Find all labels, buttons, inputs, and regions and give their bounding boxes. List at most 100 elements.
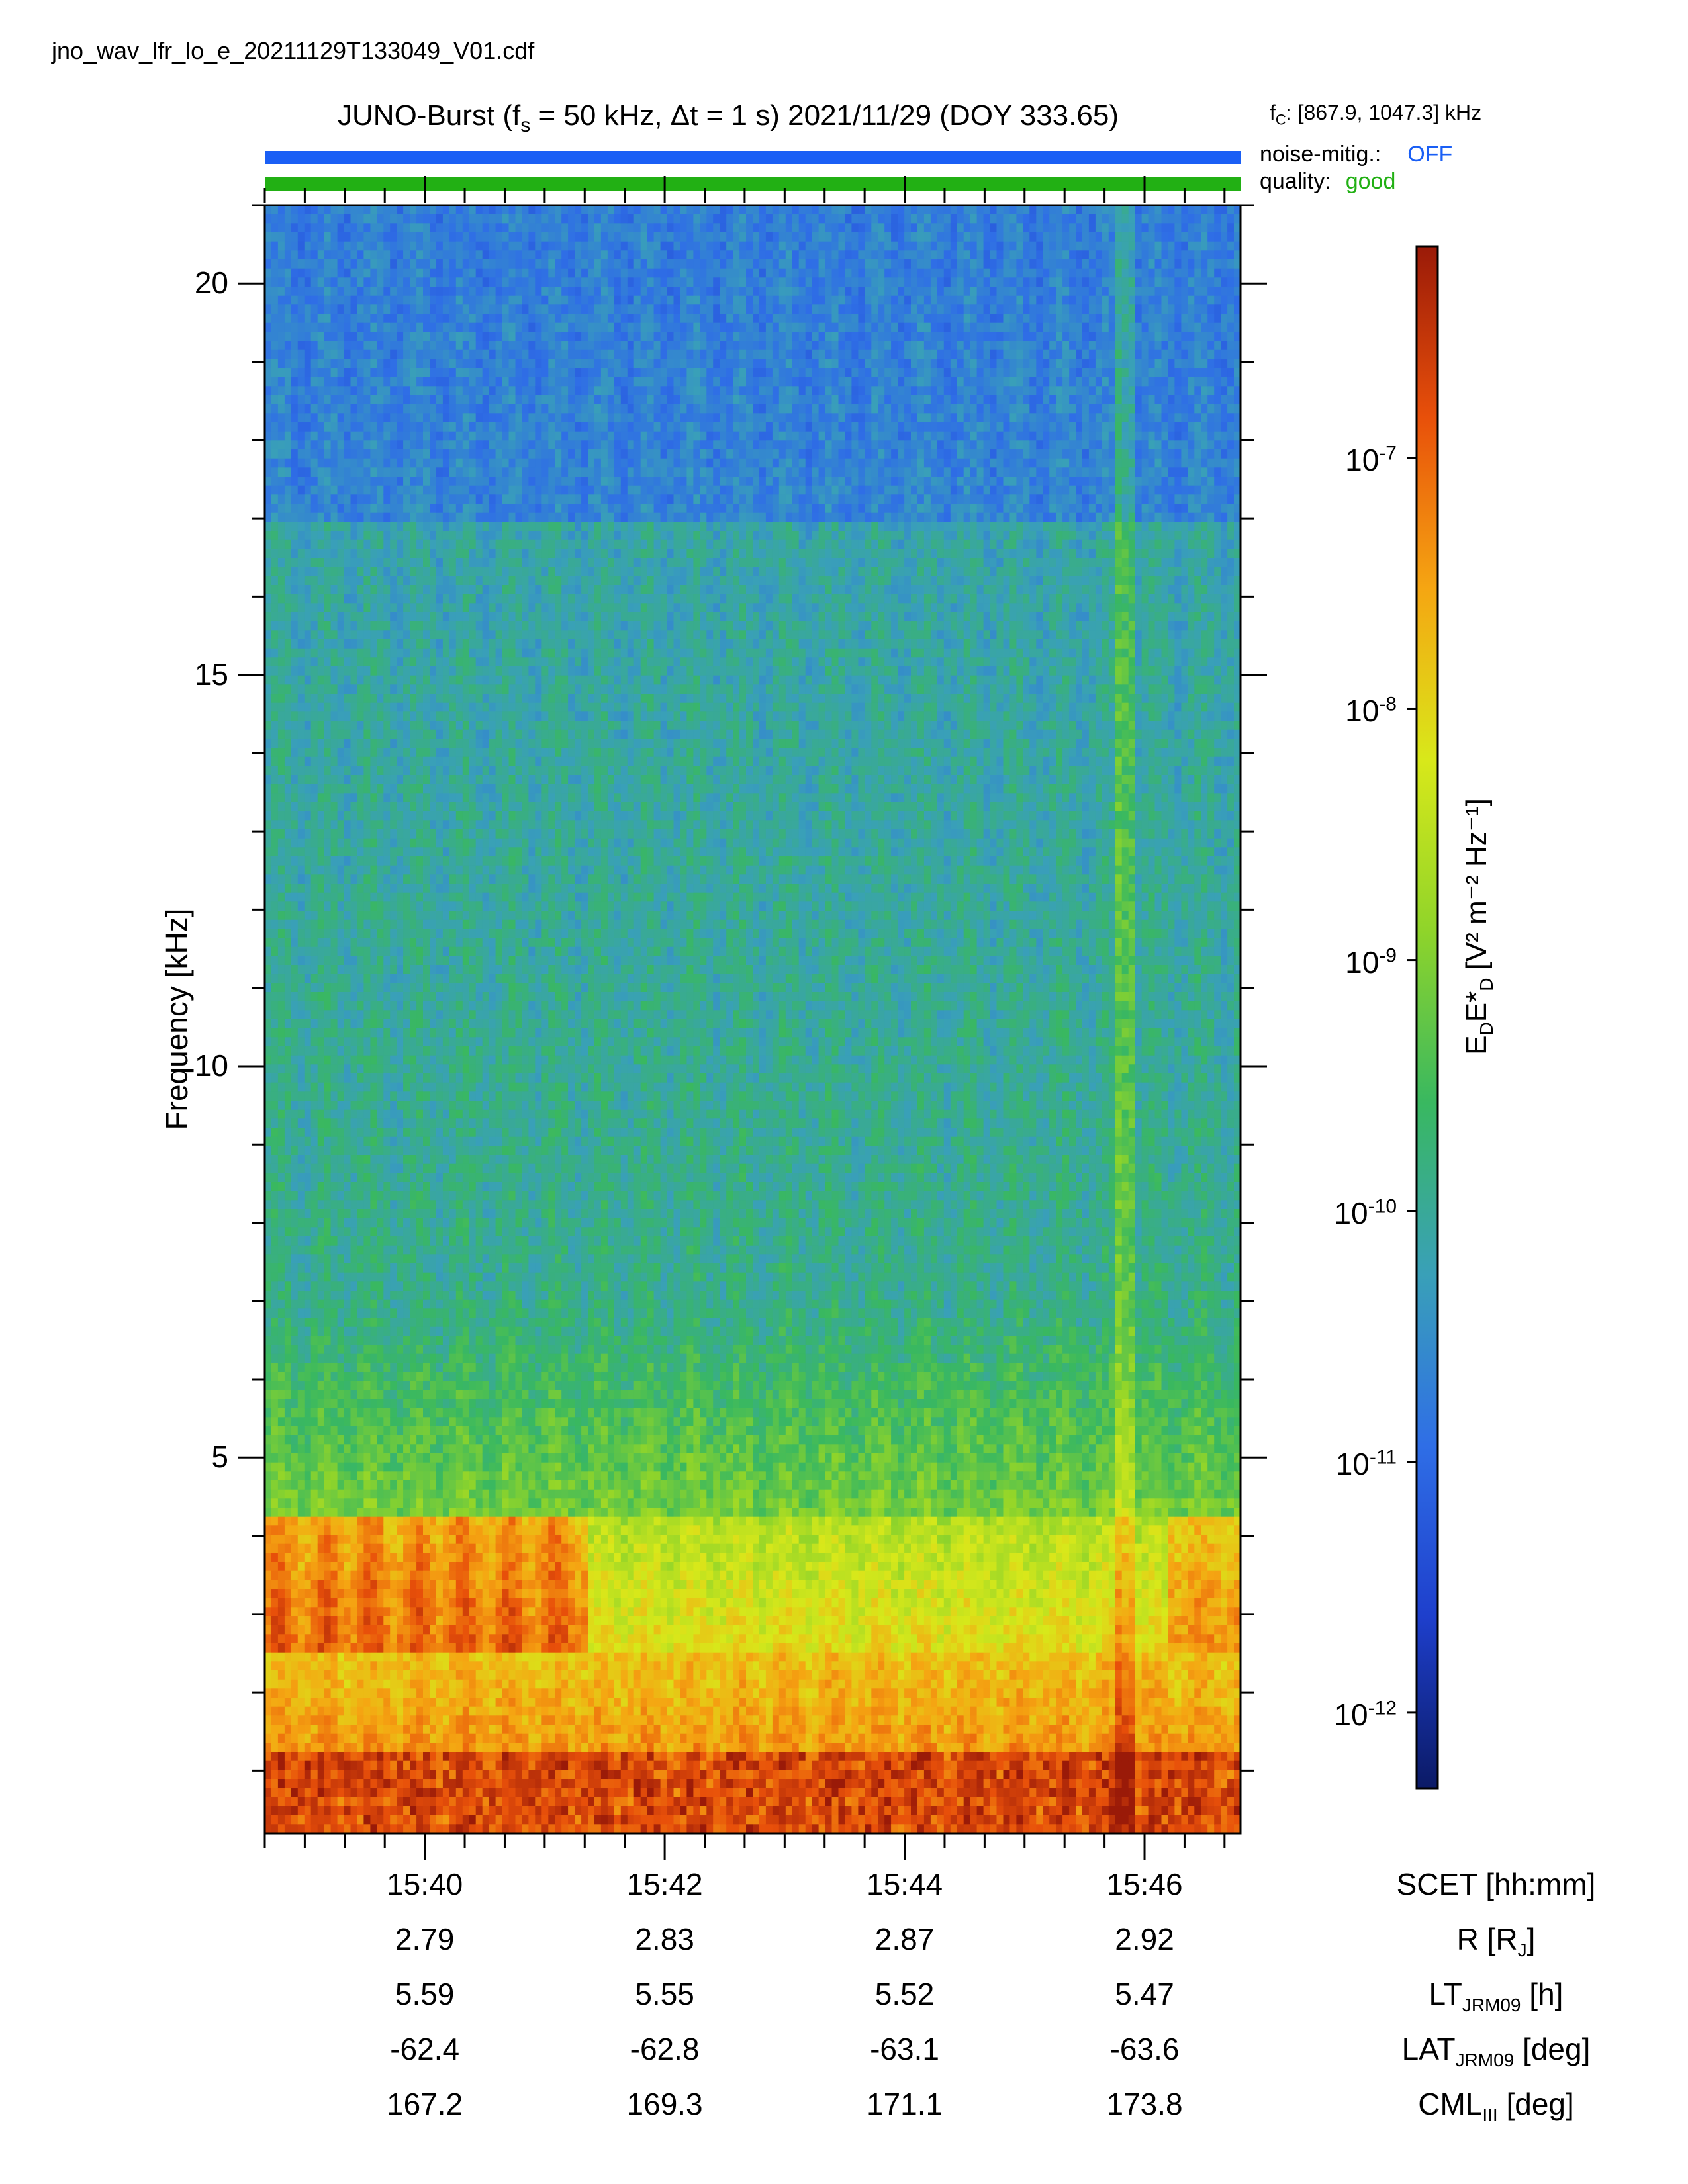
spectrogram-cell (265, 1553, 272, 1563)
spectrogram-cell (423, 684, 430, 694)
spectrogram-cell (350, 594, 358, 604)
spectrogram-cell (377, 549, 384, 559)
spectrogram-cell (297, 277, 305, 287)
spectrogram-cell (410, 1752, 417, 1762)
spectrogram-cell (317, 694, 325, 704)
spectrogram-cell (370, 1291, 377, 1300)
spectrogram-cell (410, 784, 417, 794)
spectrogram-cell (423, 856, 430, 866)
spectrogram-cell (416, 1770, 424, 1780)
spectrogram-cell (317, 531, 325, 541)
spectrogram-cell (291, 449, 299, 459)
spectrogram-cell (304, 1426, 312, 1436)
spectrogram-cell (442, 919, 450, 929)
spectrogram-cell (310, 748, 318, 758)
spectrogram-cell (337, 558, 345, 568)
spectrogram-cell (265, 1471, 272, 1481)
spectrogram-cell (390, 1788, 397, 1797)
spectrogram-cell (436, 558, 444, 568)
spectrogram-cell (304, 702, 312, 712)
spectrogram-cell (337, 1281, 345, 1291)
spectrogram-cell (317, 612, 325, 622)
spectrogram-cell (317, 422, 325, 432)
spectrogram-cell (277, 395, 285, 405)
spectrogram-cell (363, 494, 371, 504)
spectrogram-cell (344, 268, 352, 278)
spectrogram-cell (390, 1372, 397, 1382)
spectrogram-cell (317, 1426, 325, 1436)
spectrogram-cell (277, 585, 285, 595)
spectrogram-cell (344, 1272, 352, 1282)
spectrogram-cell (423, 603, 430, 613)
spectrogram-cell (291, 522, 299, 531)
spectrogram-cell (403, 793, 410, 803)
spectrogram-cell (284, 1670, 292, 1680)
spectrogram-cell (310, 1733, 318, 1743)
spectrogram-cell (423, 675, 430, 685)
spectrogram-cell (390, 1408, 397, 1418)
spectrogram-cell (297, 341, 305, 351)
spectrogram-cell (423, 1128, 430, 1138)
spectrogram-cell (344, 232, 352, 242)
spectrogram-cell (377, 1435, 384, 1445)
spectrogram-cell (337, 1046, 345, 1056)
spectrogram-cell (370, 874, 377, 884)
spectrogram-cell (277, 865, 285, 875)
spectrogram-cell (430, 576, 437, 586)
spectrogram-cell (344, 1435, 352, 1445)
spectrogram-cell (357, 1652, 364, 1662)
spectrogram-cell (390, 1019, 397, 1029)
spectrogram-cell (317, 1118, 325, 1128)
spectrogram-cell (265, 1399, 272, 1409)
spectrogram-cell (430, 748, 437, 758)
spectrogram-cell (397, 721, 404, 731)
spectrogram-cell (436, 675, 444, 685)
spectrogram-cell (310, 1770, 318, 1780)
spectrogram-cell (370, 205, 377, 215)
spectrogram-cell (410, 874, 417, 884)
spectrogram-cell (324, 1055, 332, 1065)
spectrogram-cell (357, 775, 364, 785)
spectrogram-cell (277, 1363, 285, 1373)
spectrogram-cell (310, 1643, 318, 1653)
spectrogram-cell (423, 992, 430, 1002)
spectrogram-cell (397, 1525, 404, 1535)
spectrogram-cell (310, 1580, 318, 1590)
spectrogram-cell (390, 1752, 397, 1762)
spectrogram-cell (423, 549, 430, 559)
spectrogram-cell (436, 847, 444, 857)
spectrogram-cell (337, 1580, 345, 1590)
spectrogram-cell (344, 594, 352, 604)
spectrogram-cell (304, 1634, 312, 1644)
spectrogram-cell (403, 983, 410, 993)
spectrogram-cell (350, 1064, 358, 1074)
spectrogram-cell (265, 349, 272, 359)
spectrogram-cell (304, 1028, 312, 1038)
spectrogram-cell (291, 1743, 299, 1752)
spectrogram-cell (383, 919, 391, 929)
spectrogram-cell (403, 1155, 410, 1165)
spectrogram-cell (416, 1661, 424, 1671)
spectrogram-cell (390, 1444, 397, 1454)
spectrogram-cell (357, 1489, 364, 1499)
spectrogram-cell (383, 539, 391, 549)
spectrogram-cell (304, 1200, 312, 1210)
spectrogram-cell (304, 1118, 312, 1128)
spectrogram-cell (304, 856, 312, 866)
spectrogram-cell (370, 983, 377, 993)
spectrogram-cell (350, 1453, 358, 1463)
spectrogram-cell (442, 865, 450, 875)
spectrogram-cell (291, 594, 299, 604)
spectrogram-cell (377, 1525, 384, 1535)
spectrogram-cell (297, 694, 305, 704)
spectrogram-cell (410, 766, 417, 776)
spectrogram-cell (390, 956, 397, 966)
spectrogram-cell (390, 1806, 397, 1816)
spectrogram-cell (436, 1706, 444, 1716)
spectrogram-cell (357, 295, 364, 305)
spectrogram-cell (430, 449, 437, 459)
spectrogram-cell (310, 892, 318, 902)
spectrogram-cell (330, 1399, 338, 1409)
spectrogram-cell (436, 377, 444, 387)
spectrogram-cell (363, 1706, 371, 1716)
